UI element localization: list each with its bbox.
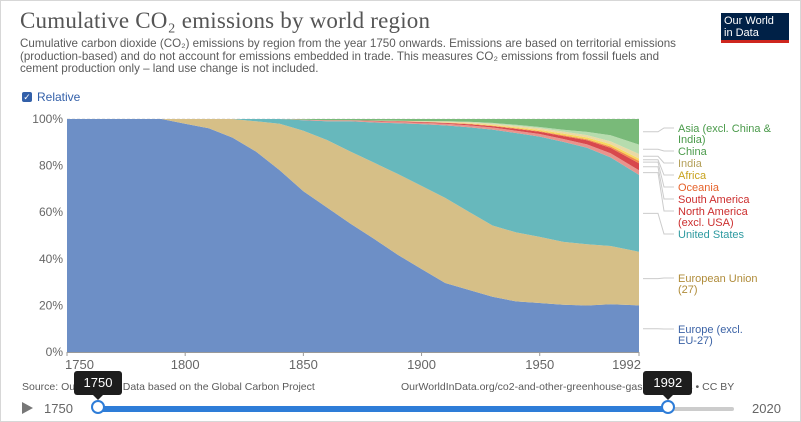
legend-label: (excl. USA) [678, 217, 734, 229]
legend-connector [643, 166, 674, 200]
timeline-start-handle[interactable] [91, 400, 105, 414]
area-united-states [67, 119, 639, 252]
y-tick-label: 100% [32, 112, 63, 126]
legend-item: China [643, 146, 708, 158]
relative-toggle[interactable]: ✓ Relative [22, 90, 80, 104]
y-axis: 0% 20% 40% 60% 80% 100% [32, 112, 63, 359]
chart-legend: Asia (excl. China &India)ChinaIndiaAfric… [643, 123, 772, 347]
legend-connector [643, 148, 674, 152]
legend-connector [643, 161, 674, 188]
legend-label: North America [678, 206, 749, 218]
legend-label: India) [678, 134, 706, 146]
legend-label: Oceania [678, 182, 720, 194]
logo-line-2: in Data [724, 27, 759, 39]
legend-label: European Union [678, 273, 758, 285]
chart-title: Cumulative CO₂ emissions by world region [20, 8, 431, 33]
area-asia-excl-china-india- [67, 119, 639, 145]
x-tick-label: 1950 [525, 357, 554, 372]
legend-item: United States [643, 212, 745, 241]
x-axis: 1750 1800 1850 1900 1950 1992 [65, 352, 641, 372]
legend-label: China [678, 146, 708, 158]
legend-label: Africa [678, 170, 707, 182]
timeline-min-label: 1750 [44, 401, 73, 416]
timeline-end-handle[interactable] [660, 400, 675, 414]
legend-connector [643, 155, 674, 164]
y-tick-label: 40% [39, 252, 63, 266]
legend-connector [643, 277, 674, 280]
y-tick-label: 60% [39, 205, 63, 219]
legend-item: South America [643, 166, 750, 206]
area-european-union-27- [67, 119, 639, 306]
chart-subtitle: Cumulative carbon dioxide (CO₂) emission… [20, 37, 676, 76]
timeline-selected-range[interactable] [98, 406, 668, 412]
relative-label: Relative [37, 90, 81, 104]
legend-item: Oceania [643, 161, 720, 194]
legend-item: India [643, 155, 703, 170]
legend-item: Africa [643, 159, 707, 182]
end-year-tooltip: 1992 [643, 371, 693, 400]
legend-connector [643, 127, 674, 133]
legend-label: EU-27) [678, 335, 713, 347]
chart-areas [67, 119, 639, 352]
y-tick-label: 80% [39, 159, 63, 173]
legend-label: South America [678, 194, 750, 206]
x-tick-label: 1992 [612, 357, 641, 372]
source-note: Source: Our World in Data based on the G… [22, 381, 315, 393]
legend-connector [643, 159, 674, 176]
x-tick-label: 1800 [171, 357, 200, 372]
logo-line-1: Our World [724, 15, 774, 27]
y-tick-label: 20% [39, 298, 63, 312]
legend-item: North America(excl. USA) [643, 172, 749, 229]
owid-logo[interactable]: Our World in Data [721, 13, 789, 43]
legend-item: Asia (excl. China &India) [643, 123, 772, 146]
legend-item: Europe (excl.EU-27) [643, 324, 743, 347]
start-year-tooltip: 1750 [73, 371, 123, 400]
checkbox-icon[interactable]: ✓ [22, 92, 32, 102]
legend-label: Europe (excl. [678, 324, 743, 336]
legend-label: (27) [678, 284, 698, 296]
x-tick-label: 1850 [289, 357, 318, 372]
timeline: 1750 2020 [0, 396, 801, 422]
stacked-area-chart: 0%20%40%60%80%100% 1750 1800 1850 1900 1950 1… [32, 112, 772, 372]
legend-connector [643, 172, 674, 212]
legend-label: United States [678, 229, 745, 241]
legend-label: India [678, 158, 703, 170]
timeline-max-label: 2020 [752, 401, 781, 416]
legend-label: Asia (excl. China & [678, 123, 772, 135]
area-europe-excl-eu-27- [67, 119, 639, 352]
x-tick-label: 1900 [407, 357, 436, 372]
legend-connector [643, 212, 674, 235]
x-tick-label: 1750 [65, 357, 94, 372]
play-icon[interactable] [22, 402, 33, 414]
y-tick-label: 0% [46, 345, 64, 359]
legend-item: European Union(27) [643, 273, 758, 296]
